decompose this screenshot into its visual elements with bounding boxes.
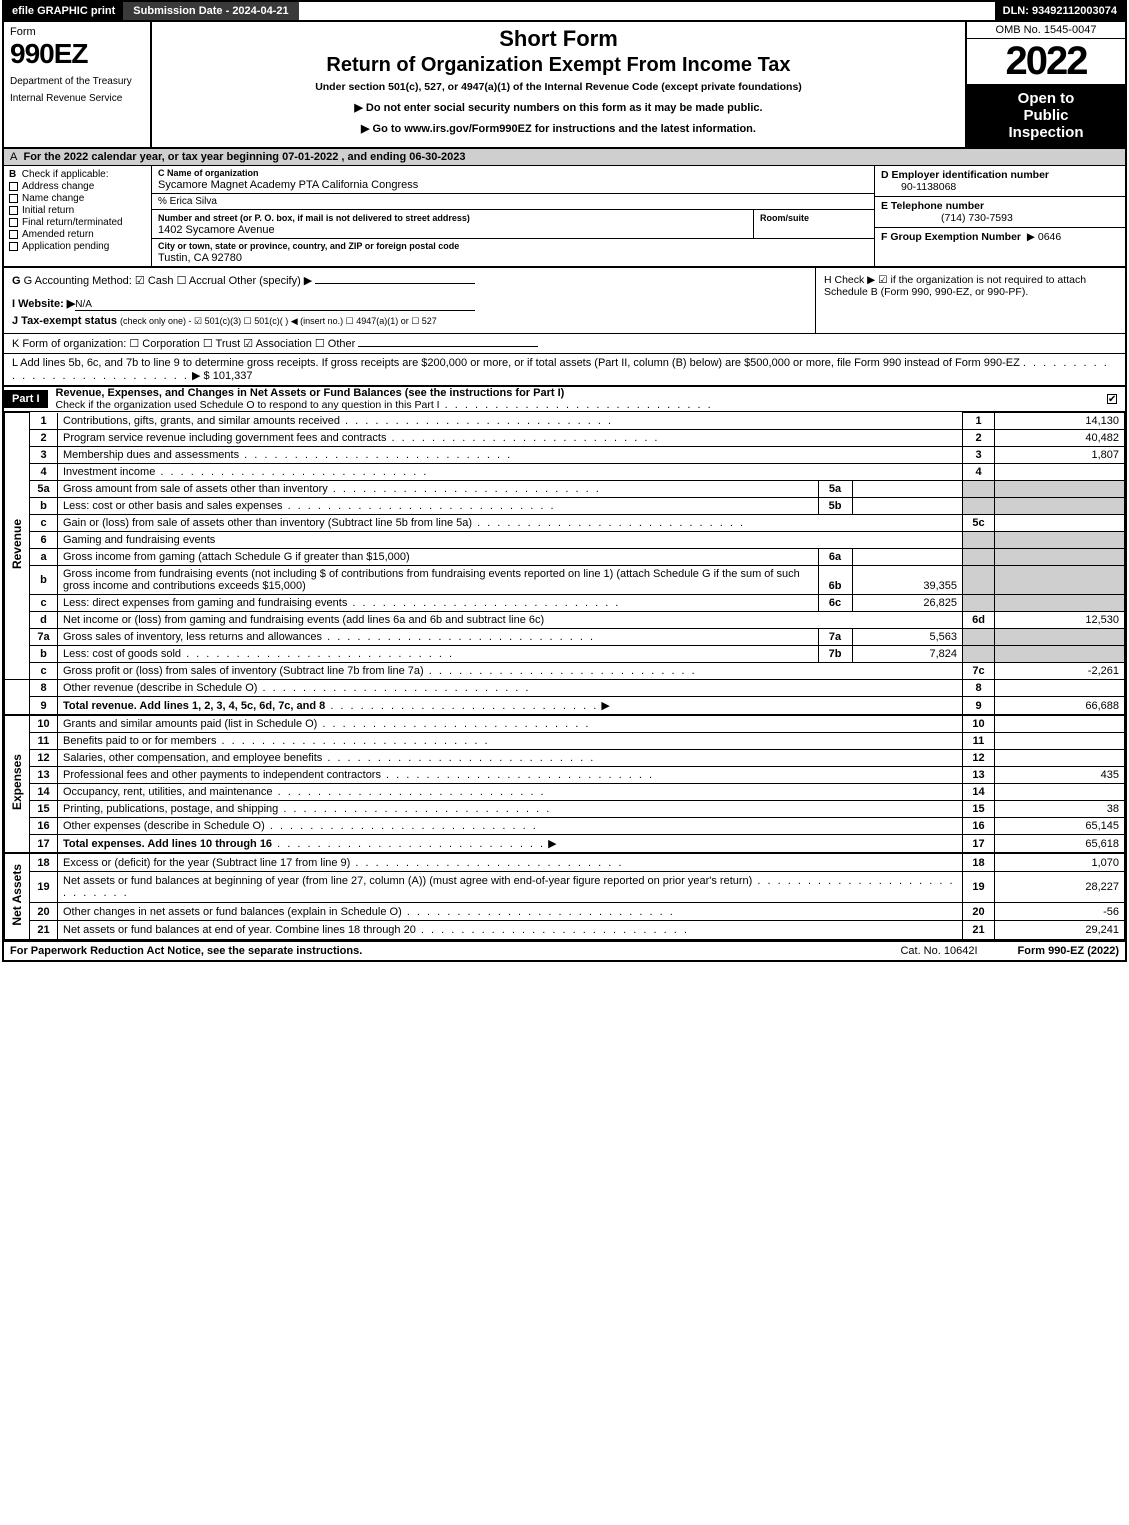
efile-label[interactable]: efile GRAPHIC print [4, 2, 123, 20]
line-19-amt: 28,227 [995, 872, 1125, 903]
title-return: Return of Organization Exempt From Incom… [162, 54, 955, 77]
dept-irs: Internal Revenue Service [10, 93, 144, 104]
net-assets-label: Net Assets [10, 856, 24, 934]
line-21-amt: 29,241 [995, 921, 1125, 939]
line-13-amt: 435 [995, 767, 1125, 784]
form-word: Form [10, 26, 144, 38]
tax-exempt-status: J Tax-exempt status (check only one) - ☑… [12, 315, 807, 327]
city-state-zip: Tustin, CA 92780 [158, 252, 242, 264]
tax-year: 2022 [967, 39, 1125, 84]
gross-receipts: ▶ $ 101,337 [192, 370, 252, 382]
group-exemption: ▶ 0646 [1027, 231, 1061, 243]
line-9-total-revenue: 66,688 [995, 697, 1125, 716]
line-18-amt: 1,070 [995, 853, 1125, 872]
street-address: 1402 Sycamore Avenue [158, 224, 275, 236]
expenses-label: Expenses [10, 746, 24, 818]
line-7c-amt: -2,261 [995, 663, 1125, 680]
open-to-public: Open toPublicInspection [967, 84, 1125, 147]
line-6b-amt: 39,355 [852, 566, 962, 594]
part-i-checkbox[interactable] [1107, 394, 1117, 404]
chk-application-pending[interactable]: Application pending [9, 241, 146, 252]
line-3-amt: 1,807 [995, 447, 1125, 464]
ssn-warning: ▶ Do not enter social security numbers o… [162, 101, 955, 114]
accounting-method: G G Accounting Method: ☑ Cash ☐ Accrual … [12, 274, 807, 287]
paperwork-notice: For Paperwork Reduction Act Notice, see … [10, 945, 860, 957]
page-footer: For Paperwork Reduction Act Notice, see … [4, 940, 1125, 960]
dept-treasury: Department of the Treasury [10, 76, 144, 87]
section-l: L Add lines 5b, 6c, and 7b to line 9 to … [4, 354, 1125, 385]
subtitle-501c: Under section 501(c), 527, or 4947(a)(1)… [162, 81, 955, 93]
chk-amended[interactable]: Amended return [9, 229, 146, 240]
header-center: Short Form Return of Organization Exempt… [152, 22, 965, 147]
form-container: efile GRAPHIC print Submission Date - 20… [2, 0, 1127, 962]
line-6d-amt: 12,530 [995, 612, 1125, 629]
part-i-table: Revenue 1Contributions, gifts, grants, a… [4, 412, 1125, 940]
line-2-amt: 40,482 [995, 430, 1125, 447]
cat-number: Cat. No. 10642I [860, 945, 1017, 957]
omb-number: OMB No. 1545-0047 [967, 22, 1125, 39]
line-20-amt: -56 [995, 903, 1125, 921]
org-name: Sycamore Magnet Academy PTA California C… [158, 179, 418, 191]
block-bcd: B Check if applicable: Address change Na… [4, 166, 1125, 268]
section-h: H Check ▶ ☑ if the organization is not r… [815, 268, 1125, 333]
ein: 90-1138068 [881, 181, 956, 193]
form-ref: Form 990-EZ (2022) [1018, 945, 1119, 957]
chk-address-change[interactable]: Address change [9, 181, 146, 192]
line-15-amt: 38 [995, 801, 1125, 818]
title-short-form: Short Form [162, 26, 955, 52]
care-of: % Erica Silva [158, 196, 217, 207]
column-d: D Employer identification number90-11380… [875, 166, 1125, 266]
chk-name-change[interactable]: Name change [9, 193, 146, 204]
section-ghi: G G Accounting Method: ☑ Cash ☐ Accrual … [4, 268, 1125, 334]
section-a: A For the 2022 calendar year, or tax yea… [4, 149, 1125, 166]
line-1-amt: 14,130 [995, 413, 1125, 430]
column-c: C Name of organizationSycamore Magnet Ac… [152, 166, 875, 266]
part-i-header: Part I Revenue, Expenses, and Changes in… [4, 385, 1125, 412]
phone: (714) 730-7593 [881, 212, 1013, 224]
form-header: Form 990EZ Department of the Treasury In… [4, 22, 1125, 149]
line-17-total-expenses: 65,618 [995, 835, 1125, 854]
form-number: 990EZ [10, 38, 144, 70]
line-6c-amt: 26,825 [852, 595, 962, 611]
submission-date: Submission Date - 2024-04-21 [123, 2, 298, 20]
header-left: Form 990EZ Department of the Treasury In… [4, 22, 152, 147]
website: I Website: ▶N/A [12, 297, 807, 311]
line-16-amt: 65,145 [995, 818, 1125, 835]
section-k: K Form of organization: ☐ Corporation ☐ … [4, 334, 1125, 354]
header-right: OMB No. 1545-0047 2022 Open toPublicInsp… [965, 22, 1125, 147]
line-7a-amt: 5,563 [852, 629, 962, 645]
chk-initial-return[interactable]: Initial return [9, 205, 146, 216]
dln-label: DLN: 93492112003074 [995, 2, 1125, 20]
line-7b-amt: 7,824 [852, 646, 962, 662]
column-b: B Check if applicable: Address change Na… [4, 166, 152, 266]
irs-link[interactable]: ▶ Go to www.irs.gov/Form990EZ for instru… [162, 122, 955, 135]
top-bar: efile GRAPHIC print Submission Date - 20… [4, 2, 1125, 22]
chk-final-return[interactable]: Final return/terminated [9, 217, 146, 228]
revenue-label: Revenue [10, 511, 24, 577]
